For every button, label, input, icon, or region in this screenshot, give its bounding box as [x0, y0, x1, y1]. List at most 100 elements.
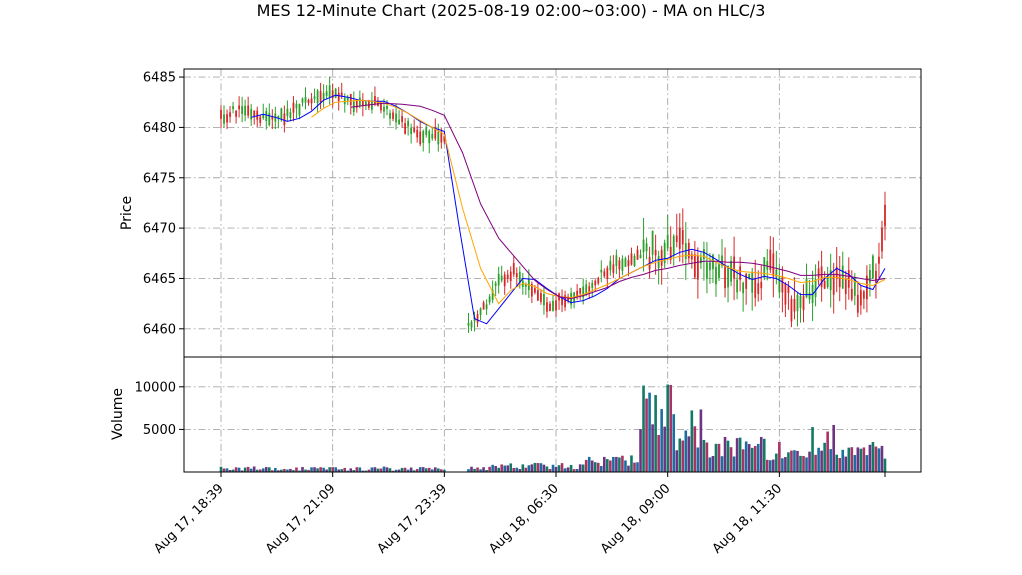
- candle-body: [410, 127, 413, 134]
- candle-body: [524, 283, 527, 287]
- candle-body: [606, 267, 609, 279]
- price-tick-label: 6485: [143, 71, 176, 86]
- candle-body: [491, 289, 494, 301]
- volume-bar: [304, 469, 307, 472]
- volume-bar: [844, 456, 848, 472]
- volume-bar: [814, 454, 817, 472]
- candle-body: [425, 127, 428, 136]
- candle-body: [238, 105, 241, 110]
- candle-body: [509, 271, 512, 282]
- volume-bar: [328, 467, 331, 472]
- volume-tick-label: 10000: [135, 380, 176, 395]
- candle-body: [328, 85, 331, 98]
- volume-bar: [759, 436, 763, 472]
- volume-bar: [370, 467, 374, 472]
- volume-bar: [364, 470, 368, 472]
- volume-bar: [286, 469, 289, 472]
- volume-bar: [615, 456, 618, 472]
- volume-panel-frame: [183, 356, 922, 473]
- volume-bar: [240, 470, 244, 472]
- volume-bar: [790, 450, 793, 472]
- moving-average-lines: [251, 94, 886, 325]
- candle-body: [663, 242, 666, 264]
- volume-bar: [862, 447, 866, 472]
- ma-line: [350, 102, 886, 300]
- volume-bar: [424, 468, 428, 472]
- volume-bar: [427, 467, 431, 472]
- candle-body: [428, 130, 431, 144]
- candle-body: [319, 90, 322, 103]
- volume-bar: [621, 455, 624, 472]
- volume-bar: [397, 469, 401, 472]
- candle-body: [600, 269, 603, 273]
- volume-bar: [409, 467, 413, 472]
- volume-bar: [865, 455, 869, 472]
- volume-bar: [542, 464, 546, 472]
- volume-bar: [355, 467, 359, 472]
- candle-body: [817, 268, 820, 278]
- volume-bar: [400, 467, 404, 472]
- volume-bar: [557, 465, 561, 472]
- volume-bar: [678, 438, 682, 472]
- volume-bar: [808, 451, 811, 472]
- candle-body: [763, 257, 766, 278]
- volume-bar: [292, 470, 295, 472]
- volume-axis-ticks: 5000 10000: [135, 380, 184, 438]
- candle-body: [660, 249, 663, 266]
- candle-body: [301, 98, 304, 103]
- volume-bar: [726, 440, 730, 472]
- volume-bars: [219, 384, 887, 472]
- candle-body: [313, 96, 316, 99]
- volume-bar: [750, 447, 754, 472]
- candle-body: [506, 274, 509, 279]
- volume-bar: [651, 424, 654, 472]
- volume-bar: [563, 468, 567, 472]
- volume-bar: [470, 466, 473, 472]
- volume-bar: [841, 449, 845, 472]
- candlesticks: [220, 76, 886, 334]
- volume-bar: [714, 443, 718, 472]
- volume-bar: [319, 467, 322, 472]
- volume-bar: [835, 454, 839, 472]
- candle-body: [856, 294, 859, 313]
- candle-body: [286, 108, 289, 117]
- candle-body: [772, 253, 775, 277]
- candle-body: [805, 278, 808, 298]
- volume-bar: [277, 470, 280, 472]
- volume-bar: [506, 465, 510, 472]
- candle-body: [730, 260, 732, 282]
- volume-bar: [346, 470, 350, 472]
- candle-body: [778, 277, 781, 293]
- candle-body: [832, 274, 835, 295]
- candle-body: [681, 229, 684, 245]
- candle-body: [310, 98, 313, 104]
- volume-bar: [382, 466, 386, 472]
- volume-bar: [551, 464, 555, 472]
- volume-bar: [228, 469, 232, 472]
- candle-body: [482, 302, 485, 310]
- volume-bar: [237, 467, 241, 472]
- candle-body: [304, 96, 307, 103]
- candle-body: [537, 290, 539, 301]
- candle-body: [666, 234, 669, 249]
- candle-body: [265, 111, 268, 122]
- candle-body: [552, 300, 554, 311]
- volume-bar: [418, 467, 422, 472]
- candle-body: [295, 103, 298, 109]
- candle-body: [718, 264, 720, 279]
- candle-body: [515, 273, 518, 278]
- volume-bar: [612, 456, 615, 472]
- candle-body: [826, 276, 829, 288]
- volume-bar: [246, 466, 250, 472]
- volume-bar: [717, 443, 721, 472]
- volume-bar: [590, 460, 594, 472]
- volume-bar: [430, 469, 434, 472]
- chart-title: MES 12-Minute Chart (2025-08-19 02:00~03…: [257, 1, 766, 20]
- volume-bar: [856, 447, 860, 472]
- candle-body: [615, 255, 618, 266]
- candle-body: [419, 131, 422, 145]
- volume-bar: [847, 447, 851, 472]
- volume-bar: [696, 447, 700, 472]
- volume-bar: [554, 466, 558, 472]
- candle-body: [292, 102, 295, 113]
